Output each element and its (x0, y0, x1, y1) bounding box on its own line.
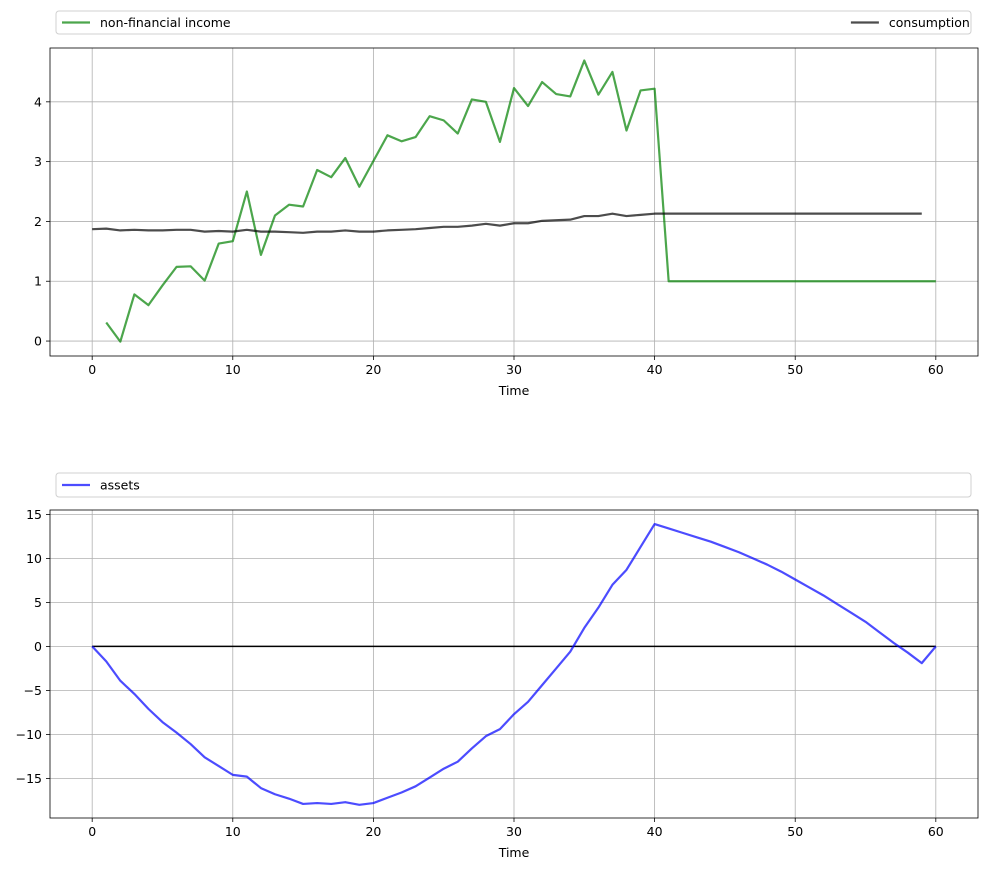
x-tick-label: 60 (928, 824, 944, 839)
y-tick-label: −15 (16, 771, 42, 786)
y-tick-label: 5 (34, 595, 42, 610)
y-tick-label: 15 (26, 507, 42, 522)
x-tick-label: 60 (928, 362, 944, 377)
y-tick-label: 0 (34, 334, 42, 349)
y-tick-label: 2 (34, 214, 42, 229)
y-tick-label: 1 (34, 274, 42, 289)
x-tick-label: 30 (506, 824, 522, 839)
y-tick-label: 10 (26, 551, 42, 566)
y-tick-label: 4 (34, 94, 42, 109)
x-tick-label: 0 (88, 362, 96, 377)
x-axis-label: Time (498, 383, 530, 398)
x-tick-label: 40 (647, 362, 663, 377)
y-tick-label: −5 (24, 683, 42, 698)
y-tick-label: 3 (34, 154, 42, 169)
assets-chart: 0 10 20 30 40 50 60 −15 −10 −5 0 5 10 15 Time assets (16, 472, 979, 860)
y-tick-label: 0 (34, 639, 42, 654)
legend-box (55, 10, 972, 35)
x-tick-label: 20 (365, 824, 381, 839)
legend-label-assets: assets (100, 478, 140, 493)
x-tick-label: 50 (787, 824, 803, 839)
x-tick-label: 20 (365, 362, 381, 377)
x-tick-label: 10 (225, 824, 241, 839)
legend-box (55, 472, 972, 498)
series-line-assets (91, 522, 937, 806)
x-axis-label: Time (498, 845, 530, 860)
y-tick-label: −10 (16, 727, 42, 742)
x-tick-label: 40 (647, 824, 663, 839)
legend-label-non-financial-income: non-financial income (100, 15, 231, 30)
x-tick-label: 10 (225, 362, 241, 377)
legend-label-consumption: consumption (889, 15, 970, 30)
x-tick-label: 50 (787, 362, 803, 377)
series-line-non-financial-income (105, 59, 936, 343)
series-line-consumption (92, 212, 922, 234)
x-tick-label: 0 (88, 824, 96, 839)
x-tick-label: 30 (506, 362, 522, 377)
income-consumption-chart: 0 10 20 30 40 50 60 0 1 2 3 4 Time non-financial inco… (34, 10, 979, 398)
